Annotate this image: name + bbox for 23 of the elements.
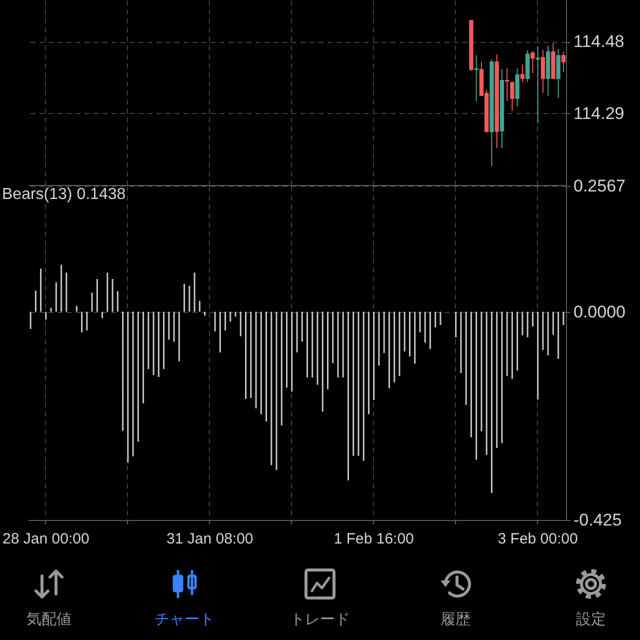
x-tick-label: 31 Jan 08:00 <box>166 530 254 548</box>
text: トレード <box>290 610 350 628</box>
text: 気配値 <box>26 610 72 628</box>
chart-title: Bears(13) 0.1438 <box>2 186 126 203</box>
y-tick-label: 114.48 <box>574 32 624 52</box>
candlestick <box>530 50 535 74</box>
y-tick-label: 0.2567 <box>574 176 626 196</box>
y-tick-label: -0.425 <box>574 510 622 530</box>
candlestick <box>504 68 510 102</box>
text: チャート <box>154 610 214 628</box>
candlestick <box>556 48 560 99</box>
candlestick <box>540 49 546 94</box>
candlestick <box>510 81 514 112</box>
y-tick-label: 0.0000 <box>574 302 626 322</box>
x-tick-label: 1 Feb 16:00 <box>334 530 414 548</box>
x-tick-label: 3 Feb 00:00 <box>498 530 578 548</box>
candlestick <box>520 64 525 83</box>
candlestick <box>561 51 566 72</box>
x-tick-label: 28 Jan 00:00 <box>2 530 90 548</box>
y-tick-label: 114.29 <box>574 104 624 123</box>
candlestick <box>474 54 478 102</box>
text: 履歴 <box>440 610 470 628</box>
text: 設定 <box>576 610 606 628</box>
